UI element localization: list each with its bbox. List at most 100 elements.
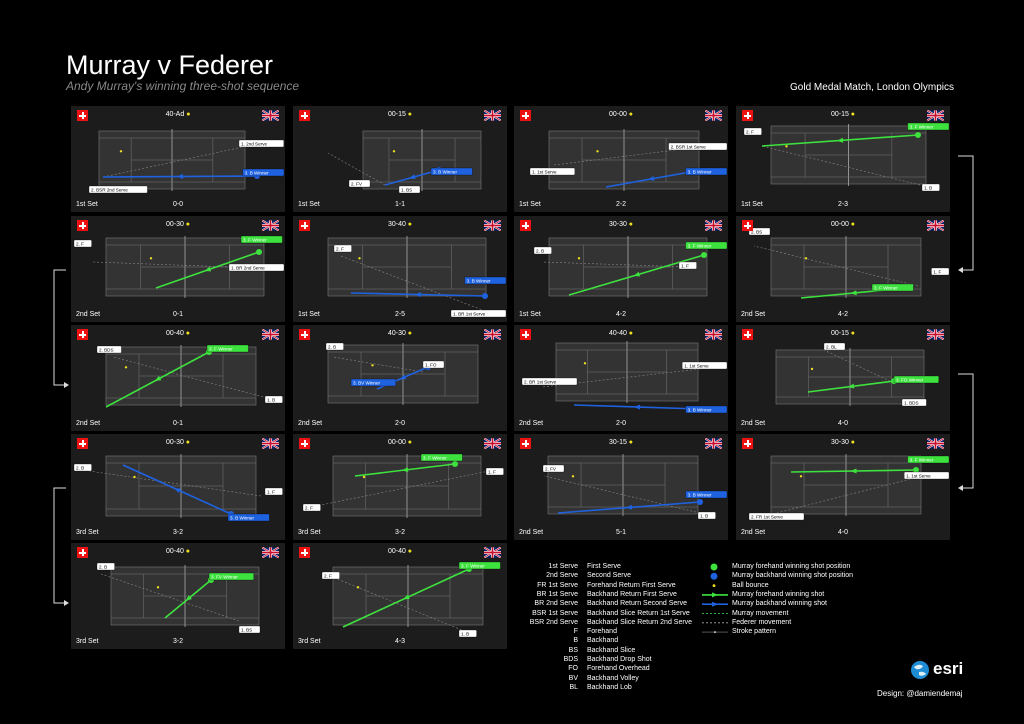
court-diagram: 1. 1st Serve 2. BSR 1st Serve 3. B Winner — [529, 129, 728, 191]
shot-label-box — [240, 235, 283, 244]
game-score: 30-15 ● — [514, 439, 728, 446]
shot-label-box — [533, 246, 552, 255]
shot-label: 3. FO Winner — [896, 378, 924, 383]
winning-shot-position — [915, 132, 921, 138]
legend-abbreviation: BR 2nd Serve — [534, 600, 578, 608]
shot-label-box — [206, 344, 249, 353]
shot-label-box — [485, 467, 504, 476]
swiss-flag-icon — [299, 547, 310, 558]
legend-symbol-label: Murray backhand winning shot — [732, 600, 827, 608]
shot-label: 3. F Winner — [910, 125, 934, 130]
shot-label-box — [458, 629, 477, 638]
legend-abbreviation: BL — [569, 683, 578, 691]
shot-label-box — [73, 239, 92, 248]
games-score: 4-2 — [837, 311, 849, 318]
ball-bounce — [392, 150, 396, 153]
games-score: 2-2 — [615, 201, 627, 208]
swiss-flag-icon — [77, 438, 88, 449]
shot-direction-arrow — [837, 137, 844, 143]
connector-arrowhead — [64, 600, 69, 606]
shot-label: 1. B — [700, 514, 708, 519]
connector-row2-row3 — [53, 269, 66, 386]
uk-flag-icon — [484, 329, 501, 340]
shot-label: 1. 1st Serve — [532, 170, 557, 175]
legend-description: Backhand Slice Return 2nd Serve — [587, 618, 693, 626]
uk-flag-icon — [262, 220, 279, 231]
shot-label: 1. 2nd Serve — [241, 142, 267, 147]
shot-label: 3. B Winner — [245, 171, 269, 176]
connector-row1-row2 — [958, 155, 974, 271]
set-label: 3rd Set — [76, 638, 99, 645]
game-score: 30-30 ● — [514, 221, 728, 228]
shot-label: 2. B — [328, 345, 336, 350]
shot-label-box — [88, 185, 148, 194]
rally-panel: 2. BL 3. FO Winner 1. BDS 00-15 ● 2nd Set 4-0 — [736, 325, 950, 431]
connector-row4-row5 — [53, 487, 66, 604]
shot-label: 1. F — [933, 270, 941, 275]
legend-symbol-label: Murray forehand winning shot — [732, 590, 825, 598]
legend-abbreviation: BDS — [563, 656, 578, 663]
stroke-pattern-line — [823, 349, 895, 384]
shot-label: 2. B — [76, 466, 84, 471]
stroke-pattern-line — [543, 475, 701, 514]
rally-panel: 2. BR 1st Serve 1. 1st Serve 3. B Winner 40… — [514, 325, 728, 431]
court-diagram: 2. B 3. FV Winner 1. BS — [96, 562, 261, 634]
court-diagram: 2. FV 3. B Winner 1. B — [542, 454, 728, 520]
swiss-flag-icon — [520, 110, 531, 121]
games-score: 4-0 — [837, 529, 849, 536]
game-score: 00-30 ● — [71, 439, 285, 446]
games-score: 2-3 — [837, 201, 849, 208]
shot-label: 2. F — [336, 247, 344, 252]
event-name: Gold Medal Match, London Olympics — [790, 82, 954, 93]
court-diagram: 2. BL 3. FO Winner 1. BDS — [775, 342, 939, 407]
shot-label: 3. F Winner — [243, 238, 267, 243]
esri-globe-icon — [911, 661, 929, 679]
games-score: 4-0 — [837, 420, 849, 427]
shot-label-box — [685, 241, 728, 250]
court-diagram: 2. BR 1st Serve 1. 1st Serve 3. B Winner — [521, 341, 728, 414]
uk-flag-icon — [705, 110, 722, 121]
rally-panel: 2. F 3. B Winner 1. BR 1st Serve 30-40 ● 1st… — [293, 216, 507, 322]
court-diagram: 2. FV 1. BS 3. B Winner — [327, 129, 482, 194]
serve-indicator-icon: ● — [848, 330, 856, 337]
shot-label: 1. B — [924, 186, 932, 191]
shot-label-box — [238, 625, 261, 634]
game-score-text: 40-Ad — [165, 111, 185, 118]
swiss-flag-icon — [299, 329, 310, 340]
shot-label: 1. BR 2nd Serve — [231, 266, 265, 271]
shot-label: 2. F — [76, 242, 84, 247]
shot-label-box — [893, 375, 939, 384]
legend-description: Backhand Return Second Serve — [587, 600, 688, 608]
uk-flag-icon — [705, 220, 722, 231]
legend-description: Second Serve — [587, 572, 631, 580]
ball-bounce — [124, 366, 128, 369]
uk-flag-icon — [262, 110, 279, 121]
shot-label: 3. B Winner — [688, 493, 712, 498]
uk-flag-icon — [927, 438, 944, 449]
shot-direction-arrow — [415, 292, 422, 298]
rally-panel: 2. B 1. FO 3. BV Winner 40-30 ● 2nd Set 2-0 — [293, 325, 507, 431]
shot-label-box — [931, 267, 950, 276]
serve-indicator-icon: ● — [626, 221, 634, 228]
shot-label-box — [238, 139, 284, 148]
shot-label-box — [430, 167, 473, 176]
game-score: 00-15 ● — [293, 111, 507, 118]
shot-label-box — [73, 463, 92, 472]
stroke-pattern-line — [553, 147, 693, 166]
shot-label-box — [420, 453, 463, 462]
stroke-pattern-line — [112, 356, 268, 399]
shot-label-box — [398, 185, 421, 194]
connector-row3-row4 — [958, 373, 974, 489]
court-diagram: 2. B 3. F Winner 1. F — [533, 236, 728, 298]
stroke-pattern-line — [332, 356, 424, 373]
game-score-text: 00-30 — [165, 439, 184, 446]
shot-label: 2. BR 1st Serve — [524, 380, 557, 385]
games-score: 3-2 — [172, 638, 184, 645]
shot-label: 2. BL — [826, 345, 837, 350]
shot-direction-arrow — [399, 374, 407, 380]
game-score: 30-30 ● — [736, 439, 950, 446]
game-score: 00-40 ● — [293, 548, 507, 555]
stroke-pattern-line — [753, 245, 919, 287]
legend-abbreviation: 1st Serve — [548, 563, 578, 570]
stroke-pattern-line — [340, 255, 486, 312]
